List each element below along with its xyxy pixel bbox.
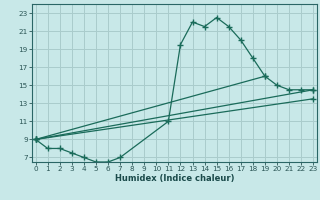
X-axis label: Humidex (Indice chaleur): Humidex (Indice chaleur) [115, 174, 234, 183]
